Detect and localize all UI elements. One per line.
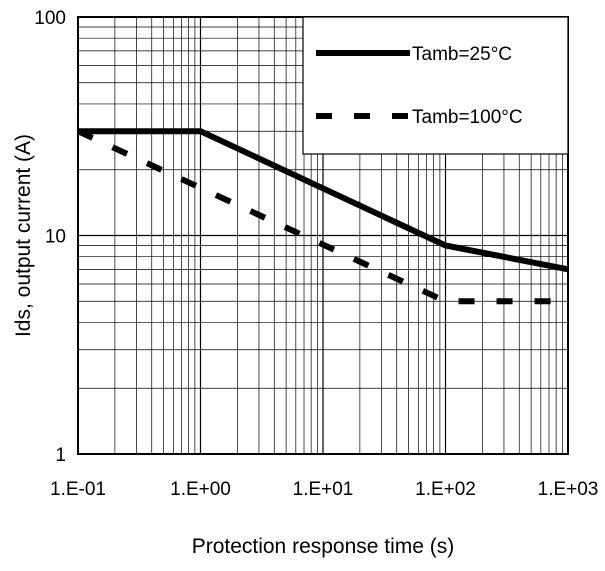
series-layer xyxy=(76,128,569,305)
x-axis-title: Protection response time (s) xyxy=(192,535,455,558)
y-tick-label: 100 xyxy=(34,8,66,29)
x-tick-label: 1.E+00 xyxy=(170,479,231,500)
legend-label-1: Tamb=25°C xyxy=(412,44,512,65)
x-tick-label: 1.E+01 xyxy=(293,479,354,500)
legend-label-2: Tamb=100°C xyxy=(412,107,523,128)
legend-box xyxy=(302,16,569,155)
tick-labels: 1.E-01 1.E+00 1.E+01 1.E+02 1.E+03 1 10 100 xyxy=(34,8,598,500)
y-axis-title: Ids, output current (A) xyxy=(12,134,35,337)
x-tick-label: 1.E+02 xyxy=(415,479,476,500)
legend: Tamb=25°C Tamb=100°C xyxy=(302,16,569,155)
series-line-1 xyxy=(78,128,569,273)
x-tick-label: 1.E-01 xyxy=(50,479,106,500)
y-tick-label: 10 xyxy=(45,227,66,248)
y-tick-label: 1 xyxy=(55,445,66,466)
x-tick-label: 1.E+03 xyxy=(538,479,599,500)
